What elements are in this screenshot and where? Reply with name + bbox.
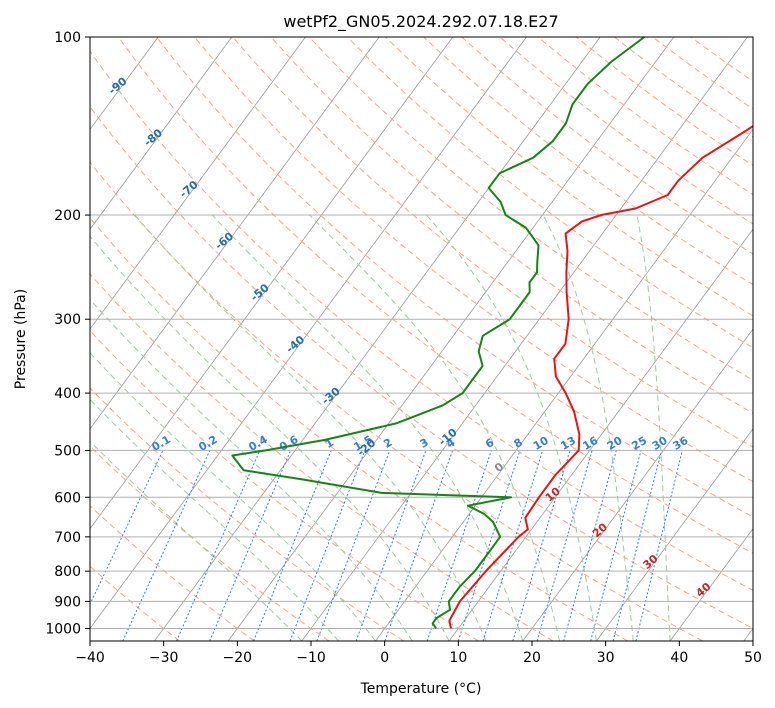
- chart-title: wetPf2_GN05.2024.292.07.18.E27: [283, 12, 558, 32]
- mixing-ratio-line: [457, 450, 521, 641]
- y-tick-label: 900: [54, 594, 81, 610]
- isotherm-line: [669, 527, 753, 641]
- mixing-ratio-line: [426, 450, 492, 641]
- mixing-ratio-line: [590, 450, 642, 641]
- mixing-ratio-line: [612, 450, 663, 641]
- mixing-ratio-line: [563, 450, 617, 641]
- dry-adiabat-line: [117, 37, 753, 554]
- y-tick-label: 800: [54, 564, 81, 580]
- mixing-ratio-lines: [90, 450, 683, 641]
- moist-adiabat-line: [211, 214, 524, 641]
- moist-adiabat-line: [90, 298, 413, 641]
- moist-adiabat-line: [542, 214, 634, 641]
- dry-adiabat-line: [270, 37, 753, 414]
- dry-adiabat-line: [90, 217, 629, 641]
- isotherm-line: [90, 37, 306, 330]
- dry-adiabat-line: [90, 105, 753, 630]
- moist-adiabat-line: [426, 214, 597, 641]
- x-tick-label: 0: [380, 650, 389, 666]
- x-tick-label: −20: [223, 650, 253, 666]
- mixing-ratio-line: [209, 450, 292, 641]
- y-tick-label: 1000: [45, 621, 81, 637]
- isotherm-line: [90, 37, 527, 630]
- isotherm-line: [301, 37, 748, 641]
- mixing-ratio-line: [176, 450, 261, 641]
- plot-frame: [89, 36, 754, 642]
- x-tick-label: 50: [744, 650, 762, 666]
- sounding-series: [231, 37, 753, 630]
- x-tick-label: 40: [670, 650, 688, 666]
- mixing-ratio-line: [90, 450, 164, 606]
- y-tick-label: 200: [54, 208, 81, 224]
- moist-adiabat-line: [134, 214, 487, 641]
- moist-adiabat-lines: [90, 214, 671, 641]
- mixing-ratio-line: [384, 450, 454, 641]
- plot-area: 0.10.20.40.611.52346810131620253036-100-…: [90, 37, 753, 641]
- isotherm-line: [227, 37, 675, 641]
- isotherm-line: [448, 228, 753, 641]
- pressure-grid-lines: [90, 37, 753, 629]
- isotherm-line: [596, 428, 753, 641]
- x-tick-label: −10: [296, 650, 326, 666]
- mixing-ratio-line: [482, 450, 544, 641]
- moist-adiabat-line: [90, 440, 303, 641]
- temperature-line: [448, 124, 753, 629]
- y-tick-label: 300: [54, 312, 81, 328]
- mixing-ratio-line: [512, 450, 571, 641]
- x-tick-label: 30: [597, 650, 615, 666]
- mixing-ratio-line: [536, 450, 593, 641]
- mixing-ratio-line: [635, 450, 683, 641]
- mixing-ratio-line: [355, 450, 427, 641]
- isotherm-line: [375, 128, 753, 641]
- dry-adiabat-line: [308, 37, 753, 381]
- moist-adiabat-line: [636, 214, 671, 641]
- dry-adiabat-line: [90, 161, 703, 641]
- dry-adiabat-lines: [90, 37, 753, 641]
- isotherm-line: [90, 37, 454, 530]
- mixing-ratio-line: [122, 450, 211, 641]
- x-axis-label: Temperature (°C): [360, 681, 482, 697]
- moist-adiabat-line: [90, 235, 450, 641]
- x-axis: −40 −30 −20 −10 0 10 20 30 40 50: [75, 641, 762, 666]
- isotherm-line: [522, 328, 753, 641]
- dry-adiabat-line: [346, 37, 753, 349]
- y-tick-label: 700: [54, 530, 81, 546]
- x-tick-label: 10: [449, 650, 467, 666]
- dry-adiabat-line: [90, 50, 753, 591]
- x-tick-label: 20: [523, 650, 541, 666]
- isotherm-line: [90, 37, 233, 230]
- x-tick-label: −40: [75, 650, 105, 666]
- moist-adiabat-line: [90, 398, 339, 641]
- y-tick-label: 100: [54, 30, 81, 46]
- dry-adiabat-line: [90, 387, 404, 641]
- isotherm-line: [90, 37, 380, 430]
- y-tick-label: 400: [54, 386, 81, 402]
- y-axis-label: Pressure (hPa): [13, 289, 29, 389]
- dry-adiabat-line: [156, 37, 753, 518]
- x-tick-label: −30: [149, 650, 179, 666]
- dry-adiabat-line: [90, 273, 554, 641]
- moist-adiabat-line: [90, 352, 376, 641]
- isotherm-line: [154, 37, 601, 641]
- y-axis: 100 200 300 400 500 600 700 800 900 1000: [45, 30, 90, 637]
- y-tick-label: 600: [54, 490, 81, 506]
- isotherm-lines: [90, 37, 753, 641]
- y-tick-label: 500: [54, 443, 81, 459]
- dewpoint-line: [231, 37, 645, 630]
